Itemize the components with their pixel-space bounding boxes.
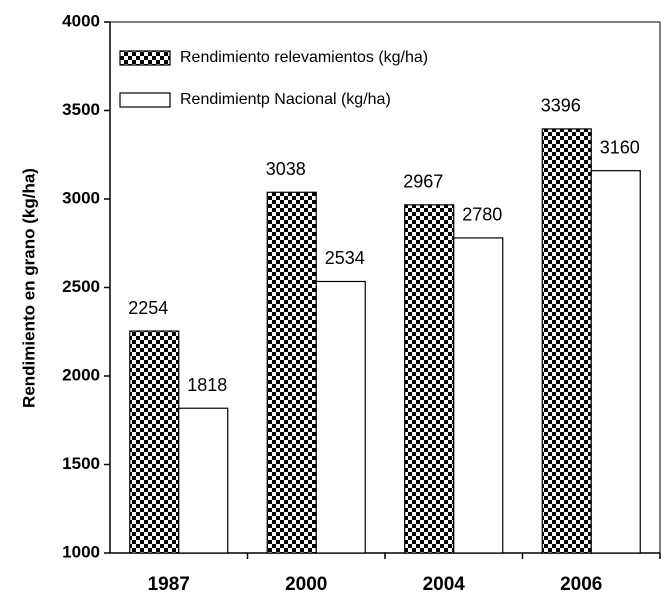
y-tick-label: 2500	[62, 277, 100, 296]
y-tick-label: 1000	[62, 542, 100, 561]
bar	[404, 204, 455, 554]
value-label: 3160	[600, 137, 640, 157]
y-tick-label: 3500	[62, 100, 100, 119]
y-tick-label: 2000	[62, 365, 100, 384]
x-tick-label: 1987	[148, 574, 190, 595]
bar	[453, 237, 504, 554]
bar	[315, 280, 366, 554]
value-label: 2534	[325, 248, 365, 268]
y-tick-label: 3000	[62, 188, 100, 207]
value-label: 3396	[541, 96, 581, 116]
bar	[590, 170, 641, 554]
value-label: 1818	[187, 375, 227, 395]
legend-swatch	[119, 50, 171, 66]
value-label: 3038	[266, 159, 306, 179]
legend-label: Rendimientp Nacional (kg/ha)	[180, 91, 391, 108]
legend-swatch	[119, 92, 171, 108]
value-label: 2967	[403, 172, 443, 192]
x-tick-label: 2006	[560, 574, 602, 595]
y-tick-label: 1500	[62, 454, 100, 473]
bar	[129, 330, 180, 554]
x-tick-label: 2000	[285, 574, 327, 595]
x-tick-label: 2004	[423, 574, 466, 595]
bar	[541, 128, 592, 554]
y-axis-label: Rendimiento en grano (kg/ha)	[19, 168, 38, 408]
bar	[266, 191, 317, 554]
value-label: 2780	[462, 205, 502, 225]
y-tick-label: 4000	[62, 11, 100, 30]
bar	[178, 407, 229, 554]
legend-label: Rendimiento relevamientos (kg/ha)	[180, 49, 428, 66]
value-label: 2254	[128, 298, 168, 318]
